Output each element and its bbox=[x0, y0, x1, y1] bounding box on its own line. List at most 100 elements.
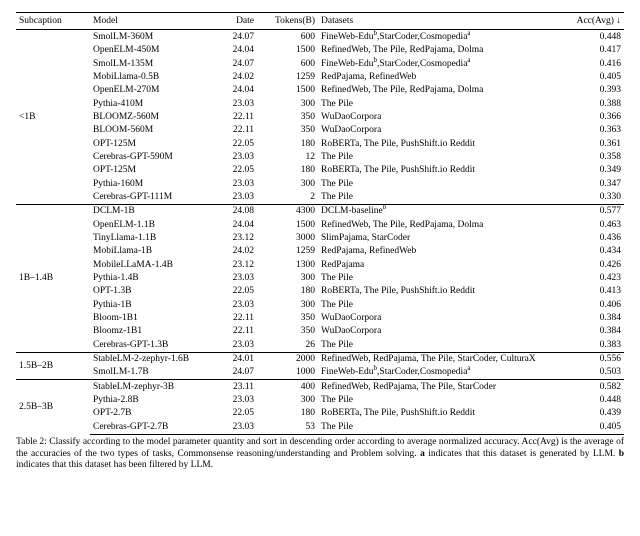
datasets-cell: The Pile bbox=[318, 190, 566, 204]
date-cell: 24.02 bbox=[211, 245, 257, 258]
model-cell: Cerebras-GPT-590M bbox=[90, 150, 211, 163]
tokens-cell: 1500 bbox=[257, 218, 318, 231]
model-cell: Bloomz-1B1 bbox=[90, 325, 211, 338]
datasets-cell: FineWeb-Edub,StarCoder,Cosmopediaa bbox=[318, 57, 566, 70]
model-cell: StableLM-zephyr-3B bbox=[90, 380, 211, 394]
datasets-cell: The Pile bbox=[318, 394, 566, 407]
table-row: MobiLlama-0.5B24.021259RedPajama, Refine… bbox=[16, 70, 624, 83]
date-cell: 23.03 bbox=[211, 150, 257, 163]
datasets-cell: RoBERTa, The Pile, PushShift.io Reddit bbox=[318, 137, 566, 150]
table-row: MobiLlama-1B24.021259RedPajama, RefinedW… bbox=[16, 245, 624, 258]
table-row: Pythia-2.8B23.03300The Pile0.448 bbox=[16, 394, 624, 407]
acc-cell: 0.363 bbox=[566, 124, 624, 137]
table-row: MobileLLaMA-1.4B23.121300RedPajama0.426 bbox=[16, 258, 624, 271]
acc-cell: 0.405 bbox=[566, 70, 624, 83]
acc-cell: 0.556 bbox=[566, 352, 624, 366]
date-cell: 24.04 bbox=[211, 218, 257, 231]
table-row: Pythia-1B23.03300The Pile0.406 bbox=[16, 298, 624, 311]
date-cell: 22.11 bbox=[211, 312, 257, 325]
tokens-cell: 2000 bbox=[257, 352, 318, 366]
tokens-cell: 1300 bbox=[257, 258, 318, 271]
header-datasets: Datasets bbox=[318, 13, 566, 30]
datasets-cell: WuDaoCorpora bbox=[318, 124, 566, 137]
tokens-cell: 1500 bbox=[257, 84, 318, 97]
date-cell: 22.05 bbox=[211, 285, 257, 298]
date-cell: 24.04 bbox=[211, 44, 257, 57]
date-cell: 23.03 bbox=[211, 97, 257, 110]
datasets-cell: WuDaoCorpora bbox=[318, 110, 566, 123]
subcaption-cell: <1B bbox=[16, 30, 90, 204]
subcaption-cell: 2.5B–3B bbox=[16, 380, 90, 434]
tokens-cell: 180 bbox=[257, 407, 318, 420]
acc-cell: 0.383 bbox=[566, 338, 624, 352]
subcaption-cell: 1B–1.4B bbox=[16, 204, 90, 352]
date-cell: 24.07 bbox=[211, 57, 257, 70]
date-cell: 24.01 bbox=[211, 352, 257, 366]
tokens-cell: 300 bbox=[257, 177, 318, 190]
acc-cell: 0.439 bbox=[566, 407, 624, 420]
acc-cell: 0.417 bbox=[566, 44, 624, 57]
datasets-cell: RefinedWeb, RedPajama, The Pile, StarCod… bbox=[318, 380, 566, 394]
table-row: SmolLM-1.7B24.071000FineWeb-Edub,StarCod… bbox=[16, 366, 624, 380]
acc-cell: 0.406 bbox=[566, 298, 624, 311]
datasets-cell: The Pile bbox=[318, 338, 566, 352]
model-cell: OpenELM-1.1B bbox=[90, 218, 211, 231]
acc-cell: 0.349 bbox=[566, 164, 624, 177]
date-cell: 22.11 bbox=[211, 325, 257, 338]
table-row: Bloom-1B122.11350WuDaoCorpora0.384 bbox=[16, 312, 624, 325]
datasets-cell: RedPajama, RefinedWeb bbox=[318, 245, 566, 258]
header-subcaption: Subcaption bbox=[16, 13, 90, 30]
tokens-cell: 600 bbox=[257, 57, 318, 70]
date-cell: 23.11 bbox=[211, 380, 257, 394]
date-cell: 22.11 bbox=[211, 110, 257, 123]
model-cell: StableLM-2-zephyr-1.6B bbox=[90, 352, 211, 366]
tokens-cell: 12 bbox=[257, 150, 318, 163]
date-cell: 23.03 bbox=[211, 298, 257, 311]
model-cell: DCLM-1B bbox=[90, 204, 211, 218]
acc-cell: 0.347 bbox=[566, 177, 624, 190]
table-row: Pythia-410M23.03300The Pile0.388 bbox=[16, 97, 624, 110]
header-date: Date bbox=[211, 13, 257, 30]
tokens-cell: 350 bbox=[257, 110, 318, 123]
tokens-cell: 300 bbox=[257, 298, 318, 311]
model-cell: MobileLLaMA-1.4B bbox=[90, 258, 211, 271]
model-cell: BLOOM-560M bbox=[90, 124, 211, 137]
model-cell: SmolLM-135M bbox=[90, 57, 211, 70]
tokens-cell: 1259 bbox=[257, 70, 318, 83]
table-row: OpenELM-270M24.041500RefinedWeb, The Pil… bbox=[16, 84, 624, 97]
table-row: OPT-2.7B22.05180RoBERTa, The Pile, PushS… bbox=[16, 407, 624, 420]
header-model: Model bbox=[90, 13, 211, 30]
acc-cell: 0.426 bbox=[566, 258, 624, 271]
tokens-cell: 350 bbox=[257, 124, 318, 137]
acc-cell: 0.384 bbox=[566, 325, 624, 338]
tokens-cell: 53 bbox=[257, 420, 318, 434]
model-table: Subcaption Model Date Tokens(B) Datasets… bbox=[16, 12, 624, 435]
datasets-cell: RedPajama, RefinedWeb bbox=[318, 70, 566, 83]
datasets-cell: The Pile bbox=[318, 298, 566, 311]
acc-cell: 0.388 bbox=[566, 97, 624, 110]
date-cell: 23.03 bbox=[211, 177, 257, 190]
model-cell: Pythia-160M bbox=[90, 177, 211, 190]
header-tokens: Tokens(B) bbox=[257, 13, 318, 30]
date-cell: 23.12 bbox=[211, 258, 257, 271]
tokens-cell: 1259 bbox=[257, 245, 318, 258]
acc-cell: 0.366 bbox=[566, 110, 624, 123]
datasets-cell: DCLM-baselineb bbox=[318, 204, 566, 218]
datasets-cell: RefinedWeb, The Pile, RedPajama, Dolma bbox=[318, 218, 566, 231]
table-row: OpenELM-1.1B24.041500RefinedWeb, The Pil… bbox=[16, 218, 624, 231]
model-cell: OPT-125M bbox=[90, 137, 211, 150]
tokens-cell: 300 bbox=[257, 394, 318, 407]
model-cell: OpenELM-450M bbox=[90, 44, 211, 57]
model-cell: OPT-1.3B bbox=[90, 285, 211, 298]
tokens-cell: 180 bbox=[257, 285, 318, 298]
date-cell: 24.04 bbox=[211, 84, 257, 97]
datasets-cell: RedPajama bbox=[318, 258, 566, 271]
model-cell: OPT-125M bbox=[90, 164, 211, 177]
datasets-cell: RoBERTa, The Pile, PushShift.io Reddit bbox=[318, 164, 566, 177]
tokens-cell: 300 bbox=[257, 97, 318, 110]
model-cell: SmolLM-360M bbox=[90, 30, 211, 44]
table-row: Cerebras-GPT-111M23.032The Pile0.330 bbox=[16, 190, 624, 204]
table-row: BLOOM-560M22.11350WuDaoCorpora0.363 bbox=[16, 124, 624, 137]
tokens-cell: 300 bbox=[257, 272, 318, 285]
tokens-cell: 350 bbox=[257, 325, 318, 338]
